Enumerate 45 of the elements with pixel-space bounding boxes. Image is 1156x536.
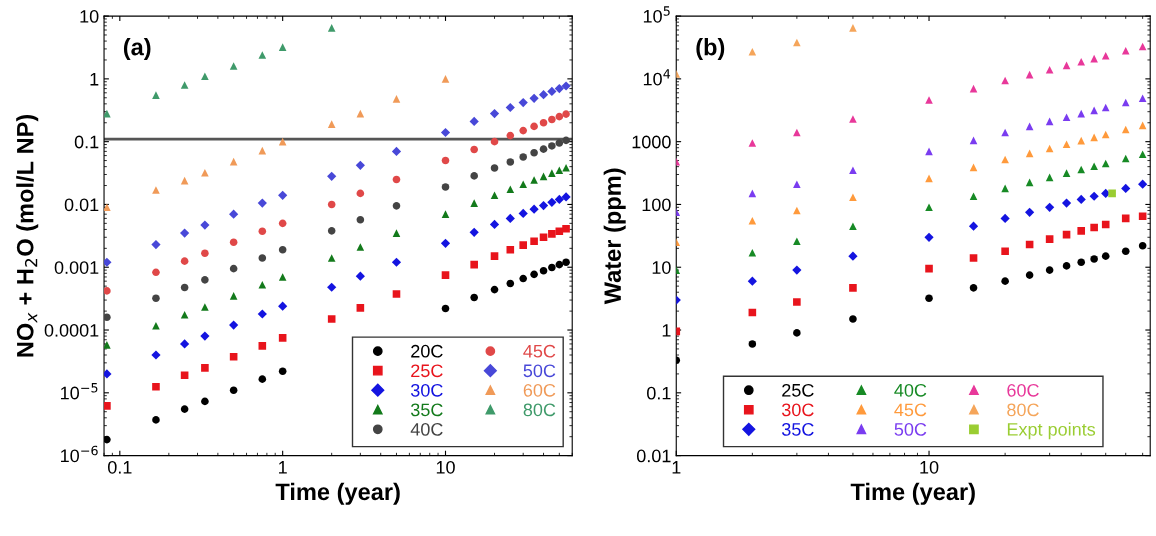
legend-label: 50C (894, 423, 927, 436)
legend-label: Expt points (1007, 422, 1096, 440)
legend-label: 30C (410, 383, 443, 397)
y-tick-label: 0.1 (647, 386, 671, 400)
y-tick-label: 10$^{−5}$ (61, 383, 98, 400)
y-tick-label: 0.1 (74, 135, 99, 149)
x-tick-label: 1 (672, 461, 681, 474)
y-tick-label: 10 (80, 10, 99, 23)
legend-label: 45C (523, 344, 556, 358)
legend-label: 20C (411, 344, 443, 358)
y-tick-label: 0.0001 (44, 323, 99, 337)
annotation: (b) (696, 38, 725, 61)
x-tick-label: 10 (436, 460, 455, 474)
legend-label: 80C (1007, 403, 1039, 417)
y-tick-label: 10$^{4}$ (643, 69, 671, 86)
y-tick-label: 100 (642, 198, 671, 212)
legend-label: 40C (410, 423, 443, 436)
legend-label: 30C (781, 403, 814, 417)
y-axis-title: Water (ppm) (603, 168, 626, 305)
y-axis-title: NO$_{x}$ + H$_{2}$O (mol/L NP) (16, 114, 39, 357)
legend-label: 40C (894, 383, 927, 397)
legend-label: 25C (411, 364, 443, 378)
y-tick-label: 10 (652, 261, 671, 274)
legend-label: 60C (523, 383, 556, 397)
y-tick-label: 1 (662, 324, 671, 337)
legend-label: 80C (523, 403, 556, 417)
x-tick-label: 0.1 (107, 460, 132, 474)
y-tick-label: 1 (90, 72, 99, 86)
x-tick-label: 1 (279, 461, 287, 474)
legend-label: 45C (894, 403, 927, 417)
legend-label: 35C (410, 403, 443, 417)
y-tick-label: 10$^{−6}$ (61, 445, 98, 463)
y-tick-label: 10$^{5}$ (643, 6, 670, 23)
x-axis-title: Time (year) (275, 482, 400, 505)
legend-label: 35C (781, 423, 814, 436)
legend-label: 50C (523, 364, 556, 378)
y-tick-label: 0.01 (636, 449, 671, 463)
x-axis-title: Time (year) (850, 482, 975, 505)
y-tick-label: 1000 (632, 135, 671, 149)
y-tick-label: 0.001 (54, 261, 99, 274)
x-tick-label: 10 (920, 460, 939, 474)
y-tick-label: 0.01 (64, 198, 99, 212)
annotation: (a) (123, 38, 151, 61)
legend-label: 60C (1007, 383, 1039, 397)
legend-label: 25C (782, 383, 814, 397)
